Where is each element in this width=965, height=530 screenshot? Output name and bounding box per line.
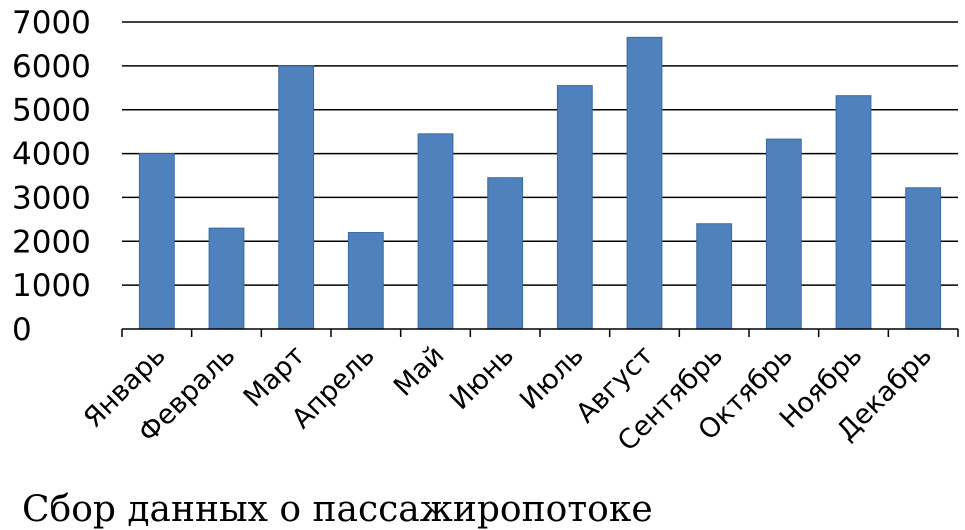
y-tick-label: 3000 xyxy=(12,180,91,216)
bar-chart: 0 1000 2000 3000 4000 5000 6000 7000 ЯнварьФевр… xyxy=(12,5,959,457)
grid-lines xyxy=(122,21,958,286)
bar xyxy=(278,65,315,330)
bar xyxy=(835,95,872,330)
x-category-label: Июнь xyxy=(444,340,520,416)
caption-text: Сбор данных о пассажиропотоке xyxy=(22,489,653,530)
x-category-label: Май xyxy=(388,340,451,403)
bar xyxy=(556,85,593,330)
y-tick-label: 7000 xyxy=(12,5,91,41)
y-tick-label: 0 xyxy=(12,312,32,348)
bar xyxy=(696,223,733,330)
bar xyxy=(138,153,175,330)
x-axis xyxy=(121,328,959,337)
y-axis-tick-labels: 0 1000 2000 3000 4000 5000 6000 7000 xyxy=(12,5,91,348)
y-tick-label: 2000 xyxy=(12,224,91,260)
bar xyxy=(417,133,454,330)
bar xyxy=(347,232,384,330)
y-tick-label: 6000 xyxy=(12,49,91,85)
bar xyxy=(765,138,802,330)
y-tick-label: 1000 xyxy=(12,268,91,304)
bar xyxy=(905,187,942,330)
y-tick-label: 5000 xyxy=(12,93,91,129)
bar xyxy=(626,36,663,330)
bars xyxy=(138,36,942,330)
y-tick-label: 4000 xyxy=(12,137,91,173)
bar xyxy=(208,227,245,330)
bar xyxy=(487,177,524,330)
